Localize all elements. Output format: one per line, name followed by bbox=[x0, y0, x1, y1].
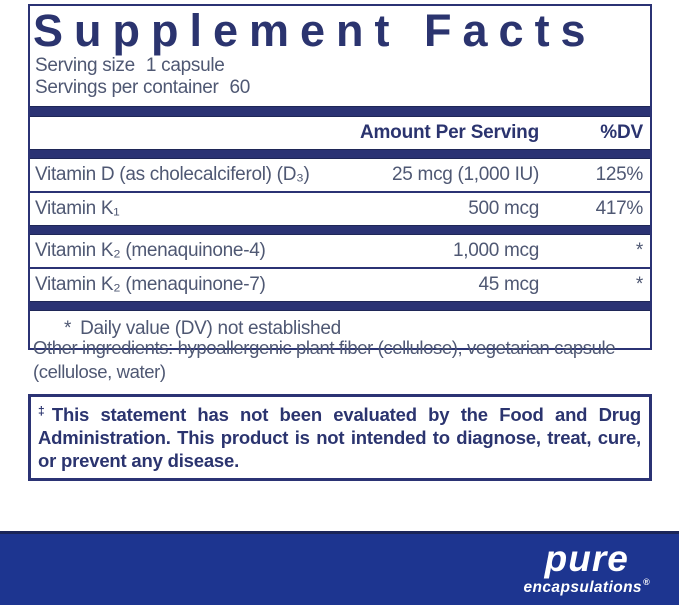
thick-separator-middle bbox=[30, 225, 650, 235]
brand-wordmark: pure bbox=[544, 537, 629, 579]
facts-title: Supplement Facts bbox=[33, 5, 597, 56]
servings-per-container-label: Servings per container bbox=[35, 77, 219, 98]
table-header-row: Amount Per Serving %DV bbox=[30, 117, 650, 149]
pure-encapsulations-logo: pure encapsulations® bbox=[524, 537, 650, 594]
nutrient-dv: * bbox=[635, 274, 643, 295]
nutrient-amount: 500 mcg bbox=[468, 198, 539, 219]
thin-separator bbox=[30, 191, 650, 193]
table-row-vitamin-d: Vitamin D (as cholecalciferol) (D₃) 25 m… bbox=[30, 159, 650, 191]
nutrient-amount: 25 mcg (1,000 IU) bbox=[392, 164, 539, 185]
nutrient-dv: 125% bbox=[595, 164, 644, 185]
registered-trademark-symbol: ® bbox=[642, 576, 650, 587]
amount-per-serving-header: Amount Per Serving bbox=[359, 122, 539, 143]
thick-separator-bottom bbox=[30, 301, 650, 311]
brand-tagline: encapsulations bbox=[523, 578, 642, 596]
table-row-vitamin-k2-mk4: Vitamin K₂ (menaquinone-4) 1,000 mcg * bbox=[30, 235, 650, 267]
percent-dv-header: %DV bbox=[600, 122, 643, 143]
nutrient-name: Vitamin K₂ (menaquinone-4) bbox=[35, 240, 266, 261]
fda-disclaimer-box: ‡This statement has not been evaluated b… bbox=[28, 394, 652, 481]
dv-footnote: * Daily value (DV) not established bbox=[30, 311, 650, 348]
table-row-vitamin-k2-mk7: Vitamin K₂ (menaquinone-7) 45 mcg * bbox=[30, 269, 650, 301]
serving-size-label: Serving size bbox=[35, 55, 135, 76]
brand-tagline-line: encapsulations® bbox=[524, 574, 650, 594]
nutrient-name: Vitamin K₁ bbox=[35, 198, 120, 219]
thin-separator bbox=[30, 267, 650, 269]
servings-per-container-line: Servings per container 60 bbox=[30, 77, 650, 106]
thick-separator-header bbox=[30, 149, 650, 159]
supplement-facts-panel: Supplement Facts Serving size 1 capsule S… bbox=[28, 4, 652, 350]
nutrient-amount: 45 mcg bbox=[478, 274, 539, 295]
other-ingredients-text: Other ingredients: hypoallergenic plant … bbox=[33, 337, 616, 382]
nutrient-amount: 1,000 mcg bbox=[452, 240, 539, 261]
asterisk-symbol: * bbox=[64, 318, 72, 339]
serving-size-line: Serving size 1 capsule bbox=[30, 55, 650, 77]
servings-per-container-value: 60 bbox=[229, 77, 251, 98]
nutrient-dv: 417% bbox=[595, 198, 644, 219]
dv-footnote-text: Daily value (DV) not established bbox=[80, 318, 341, 339]
brand-band: pure encapsulations® bbox=[0, 531, 679, 605]
nutrient-name: Vitamin K₂ (menaquinone-7) bbox=[35, 274, 266, 295]
double-dagger-symbol: ‡ bbox=[38, 404, 51, 418]
table-row-vitamin-k1: Vitamin K₁ 500 mcg 417% bbox=[30, 193, 650, 225]
nutrient-dv: * bbox=[635, 240, 643, 261]
nutrient-name: Vitamin D (as cholecalciferol) (D₃) bbox=[35, 164, 310, 185]
thick-separator-top bbox=[30, 106, 650, 117]
serving-size-value: 1 capsule bbox=[145, 55, 225, 76]
fda-disclaimer-text: This statement has not been evaluated by… bbox=[38, 404, 641, 471]
